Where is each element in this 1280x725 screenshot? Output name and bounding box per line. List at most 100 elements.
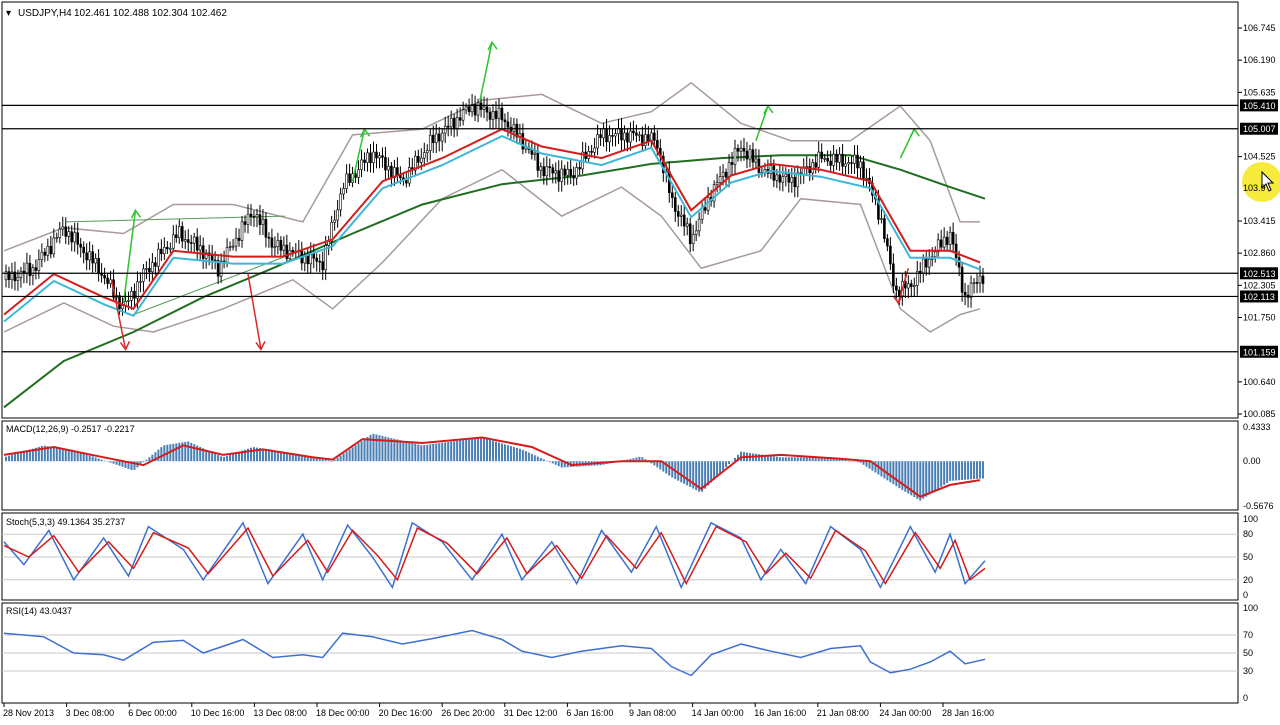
macd-histogram-bar (686, 461, 689, 486)
candle-body (252, 216, 256, 218)
candle-body (602, 128, 605, 139)
candle-body (261, 218, 265, 225)
trend-line-1 (133, 256, 286, 316)
macd-histogram-bar (282, 451, 285, 462)
macd-histogram-bar (796, 457, 799, 462)
candle-body (476, 102, 480, 116)
candle-body (960, 266, 964, 293)
candle-body (255, 214, 259, 218)
candle-body (715, 182, 719, 186)
level-tag-value: 102.113 (1243, 292, 1275, 302)
macd-histogram-bar (16, 453, 19, 462)
candle-body (52, 237, 56, 255)
macd-histogram-bar (4, 456, 7, 462)
arrow-up-head-icon (487, 40, 498, 51)
macd-histogram-bar (214, 453, 217, 462)
macd-histogram-bar (940, 461, 943, 487)
candle-body (829, 160, 832, 166)
macd-histogram-bar (650, 461, 653, 464)
candle-body (647, 134, 650, 142)
candle-body (790, 176, 794, 183)
macd-histogram-bar (509, 446, 512, 462)
ohlc-values: 102.461 102.488 102.304 102.462 (74, 8, 227, 19)
macd-histogram-bar (70, 450, 73, 462)
candle-body (431, 134, 435, 143)
candle-body (243, 221, 247, 225)
macd-pane[interactable] (1, 420, 1239, 511)
macd-histogram-bar (435, 443, 438, 462)
macd-histogram-bar (133, 461, 136, 470)
macd-histogram-bar (82, 453, 85, 462)
macd-histogram-bar (312, 457, 315, 462)
moving-average-slow (3, 154, 986, 409)
symbol-label: USDJPY,H4 (18, 8, 72, 19)
candle-body (446, 125, 450, 128)
macd-histogram-bar (232, 453, 235, 462)
candle-body (324, 245, 327, 271)
candle-body (10, 271, 14, 280)
macd-histogram-bar (871, 461, 874, 471)
candle-body (611, 135, 614, 137)
candle-body (892, 263, 895, 287)
candle-body (419, 157, 423, 163)
time-tick-label: 24 Jan 00:00 (879, 708, 931, 718)
price-tick-label: 100.085 (1243, 409, 1276, 419)
candle-body (877, 198, 880, 220)
time-tick-label: 28 Jan 16:00 (942, 708, 994, 718)
candle-body (742, 147, 746, 152)
candle-body (847, 162, 850, 165)
macd-histogram-bar (683, 461, 686, 484)
dropdown-arrow-icon[interactable]: ▾ (6, 8, 11, 19)
macd-histogram-bar (979, 461, 982, 479)
macd-histogram-bar (695, 461, 698, 491)
macd-histogram-bar (103, 460, 106, 462)
macd-histogram-bar (763, 455, 766, 462)
candle-body (694, 230, 698, 235)
macd-histogram-bar (829, 457, 832, 462)
moving-average-mid (3, 134, 981, 323)
macd-histogram-bar (220, 456, 223, 462)
macd-histogram-bar (486, 439, 489, 462)
candle-body (157, 248, 160, 267)
macd-histogram-bar (273, 450, 276, 462)
candle-body (488, 111, 492, 120)
macd-histogram-bar (725, 461, 728, 468)
macd-histogram-bar (910, 461, 913, 496)
candle-body (387, 165, 390, 171)
macd-histogram-bar (115, 461, 118, 465)
macd-histogram-bar (471, 438, 474, 462)
macd-histogram-bar (961, 461, 964, 480)
candle-body (372, 151, 375, 164)
macd-histogram-bar (79, 452, 82, 462)
candle-body (626, 132, 629, 143)
time-tick-label: 28 Nov 2013 (3, 708, 54, 718)
macd-histogram-bar (420, 445, 423, 462)
candle-body (590, 151, 593, 153)
macd-histogram-bar (10, 454, 13, 462)
macd-histogram-bar (247, 448, 250, 462)
rsi-line (3, 629, 986, 677)
main-pane[interactable] (1, 1, 1239, 419)
macd-histogram-bar (982, 461, 985, 479)
macd-histogram-bar (790, 457, 793, 462)
macd-histogram-bar (976, 461, 979, 479)
arrow-up-icon (122, 210, 137, 304)
candle-body (599, 134, 602, 139)
macd-histogram-bar (754, 453, 757, 462)
candle-body (470, 104, 474, 113)
macd-histogram-bar (826, 457, 829, 462)
macd-histogram-bar (766, 455, 769, 462)
candle-body (422, 152, 426, 159)
axes: 105.410 105.007 102.513 102.113 101.159 106.7… (3, 23, 1278, 718)
candle-body (730, 162, 734, 165)
macd-histogram-bar (417, 444, 420, 462)
macd-histogram-bar (503, 444, 506, 462)
macd-histogram-bar (557, 461, 560, 467)
macd-histogram-bar (88, 455, 91, 462)
macd-histogram-bar (157, 449, 160, 462)
candle-body (473, 104, 477, 116)
macd-histogram-bar (378, 435, 381, 462)
macd-histogram-bar (853, 461, 856, 462)
